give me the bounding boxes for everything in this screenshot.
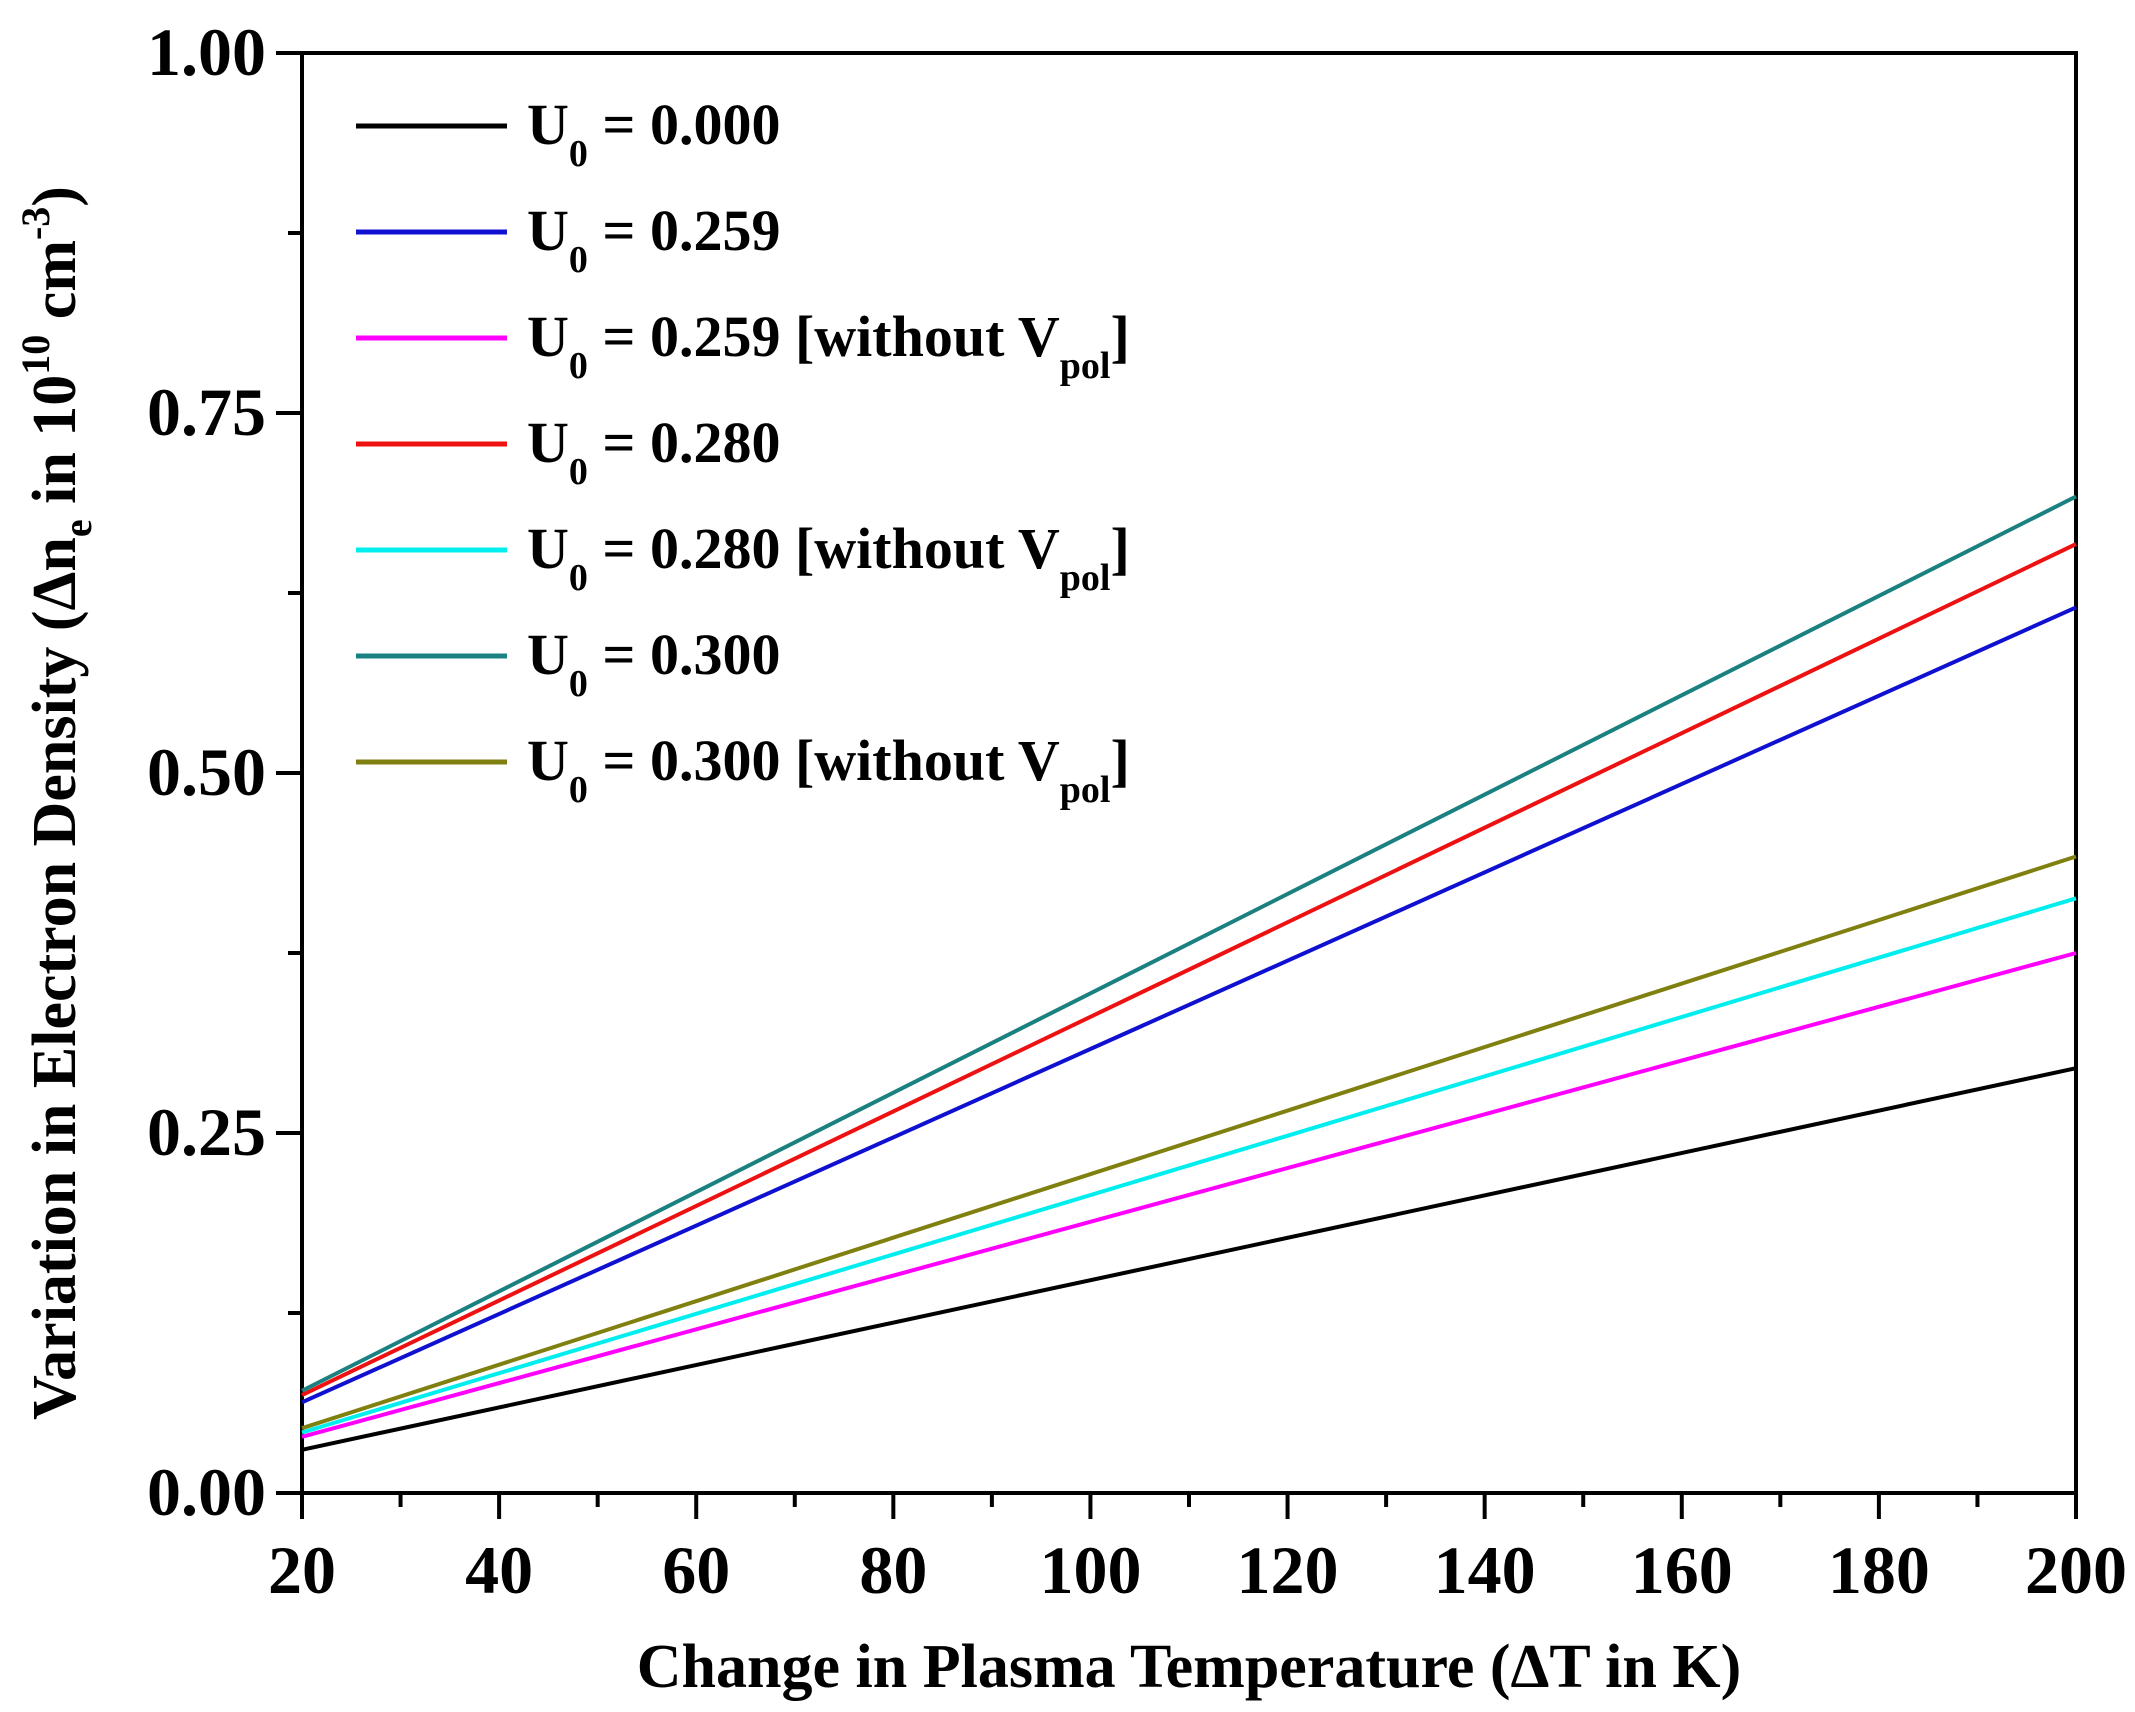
legend-label-text: ]: [1110, 728, 1129, 793]
legend-label-5: U0 = 0.280 [without Vpol]: [527, 516, 1130, 599]
legend-label-sub: 0: [569, 769, 588, 811]
legend-label-sub: 0: [569, 663, 588, 705]
x-axis-title: Change in Plasma Temperature (ΔT in K): [637, 1633, 1741, 1701]
x-tick-label: 200: [2025, 1532, 2127, 1608]
axes: 20 40 60 80 100 120 140 160 180 200 0.00 0.25 0.50 0.…: [147, 14, 2127, 1608]
y-tick-label: 0.00: [147, 1454, 266, 1530]
legend-label-text: U: [527, 198, 569, 263]
legend-label-text: U: [527, 304, 569, 369]
legend-label-6: U0 = 0.300: [527, 622, 780, 705]
legend-label-sub: 0: [569, 239, 588, 281]
series-line-5: [301, 896, 2077, 1435]
x-tick-label: 180: [1828, 1532, 1930, 1608]
legend-label-text: = 0.259 [without V: [588, 304, 1060, 369]
series-line-6: [301, 494, 2077, 1393]
y-axis-title: Variation in Electron Density (Δne in 10…: [13, 186, 100, 1420]
legend-label-sub: 0: [569, 133, 588, 175]
legend-label-text: = 0.000: [588, 92, 781, 157]
axis-labels: Change in Plasma Temperature (ΔT in K) Va…: [13, 186, 1741, 1701]
series-group: [301, 494, 2077, 1452]
legend-label-text: U: [527, 622, 569, 687]
x-tick-label: 160: [1631, 1532, 1733, 1608]
legend-label-text: = 0.300: [588, 622, 781, 687]
legend-label-sub: 0: [569, 557, 588, 599]
legend-label-sub: 0: [569, 345, 588, 387]
y-tick-label: 0.50: [147, 734, 266, 810]
y-axis-title-text: ): [21, 186, 89, 207]
y-axis-title-text: cm: [21, 240, 89, 335]
legend-label-text: = 0.280: [588, 410, 781, 475]
y-tick-label: 1.00: [147, 14, 266, 90]
legend-label-text: = 0.300 [without V: [588, 728, 1060, 793]
legend-label-text: U: [527, 728, 569, 793]
legend-label-1: U0 = 0.000: [527, 92, 780, 175]
series-line-7: [301, 854, 2077, 1431]
y-tick-label: 0.25: [147, 1094, 266, 1170]
y-axis-title-sub: e: [55, 519, 100, 537]
legend-label-3: U0 = 0.259 [without Vpol]: [527, 304, 1130, 387]
x-tick-label: 140: [1434, 1532, 1536, 1608]
legend-label-2: U0 = 0.259: [527, 198, 780, 281]
legend-label-sub: pol: [1060, 557, 1111, 599]
y-tick-label: 0.75: [147, 374, 266, 450]
legend-label-sub: pol: [1060, 345, 1111, 387]
x-tick-label: 20: [268, 1532, 336, 1608]
legend-label-text: ]: [1110, 304, 1129, 369]
x-tick-label: 120: [1237, 1532, 1339, 1608]
y-axis-title-sup: 10: [13, 335, 58, 375]
x-tick-label: 60: [662, 1532, 730, 1608]
legend-label-7: U0 = 0.300 [without Vpol]: [527, 728, 1130, 811]
legend-label-sub: 0: [569, 451, 588, 493]
legend-label-4: U0 = 0.280: [527, 410, 780, 493]
legend-label-text: ]: [1110, 516, 1129, 581]
series-line-3: [301, 951, 2077, 1439]
y-axis-title-sup: -3: [13, 207, 58, 240]
series-line-1: [301, 1066, 2077, 1452]
legend-label-text: U: [527, 410, 569, 475]
legend-label-text: = 0.259: [588, 198, 781, 263]
x-tick-label: 100: [1039, 1532, 1141, 1608]
legend-label-text: U: [527, 92, 569, 157]
y-axis-title-text: Variation in Electron Density (Δn: [21, 537, 89, 1420]
y-axis-title-text: in 10: [21, 375, 89, 520]
x-tick-label: 40: [465, 1532, 533, 1608]
series-line-2: [301, 605, 2077, 1405]
legend-label-text: = 0.280 [without V: [588, 516, 1060, 581]
series-line-4: [301, 542, 2077, 1397]
legend-label-sub: pol: [1060, 769, 1111, 811]
legend-label-text: U: [527, 516, 569, 581]
x-tick-label: 80: [859, 1532, 927, 1608]
